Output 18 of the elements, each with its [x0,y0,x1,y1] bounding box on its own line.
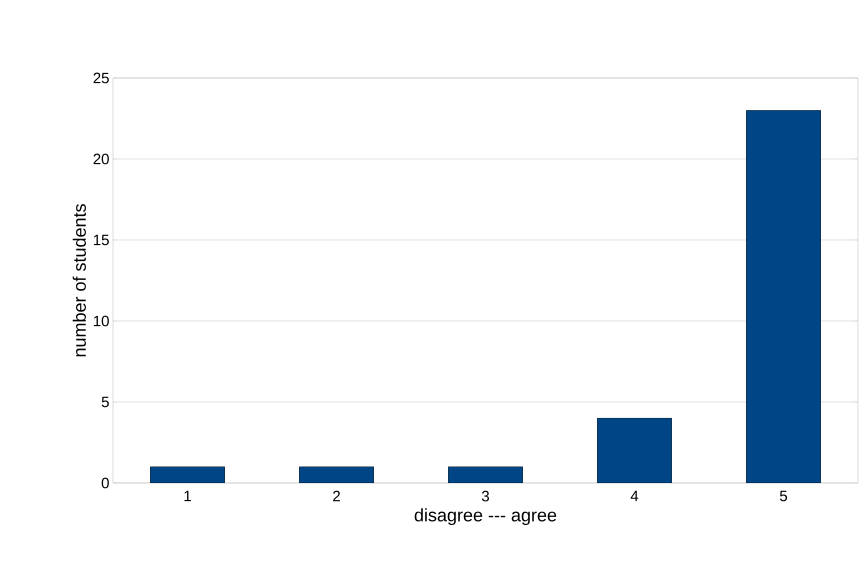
x-tick-label: 5 [780,490,788,502]
y-tick-label: 5 [102,396,109,408]
x-tick-label: 1 [184,490,191,502]
y-tick-label: 10 [94,316,109,326]
bar [448,466,523,483]
x-tick-label: 4 [630,490,638,502]
y-tick-label: 15 [94,234,109,246]
y-tick-label: 25 [94,72,109,84]
bar [150,466,225,483]
y-axis-title: number of students [72,204,86,356]
x-axis-title: disagree --- agree [414,508,556,526]
bar [299,466,374,483]
x-tick-label: 2 [333,490,340,502]
y-tick-label: 20 [94,154,109,164]
y-tick-label: 0 [102,478,109,488]
bar [746,110,821,483]
x-tick-label: 3 [482,490,490,502]
bar [597,418,672,483]
